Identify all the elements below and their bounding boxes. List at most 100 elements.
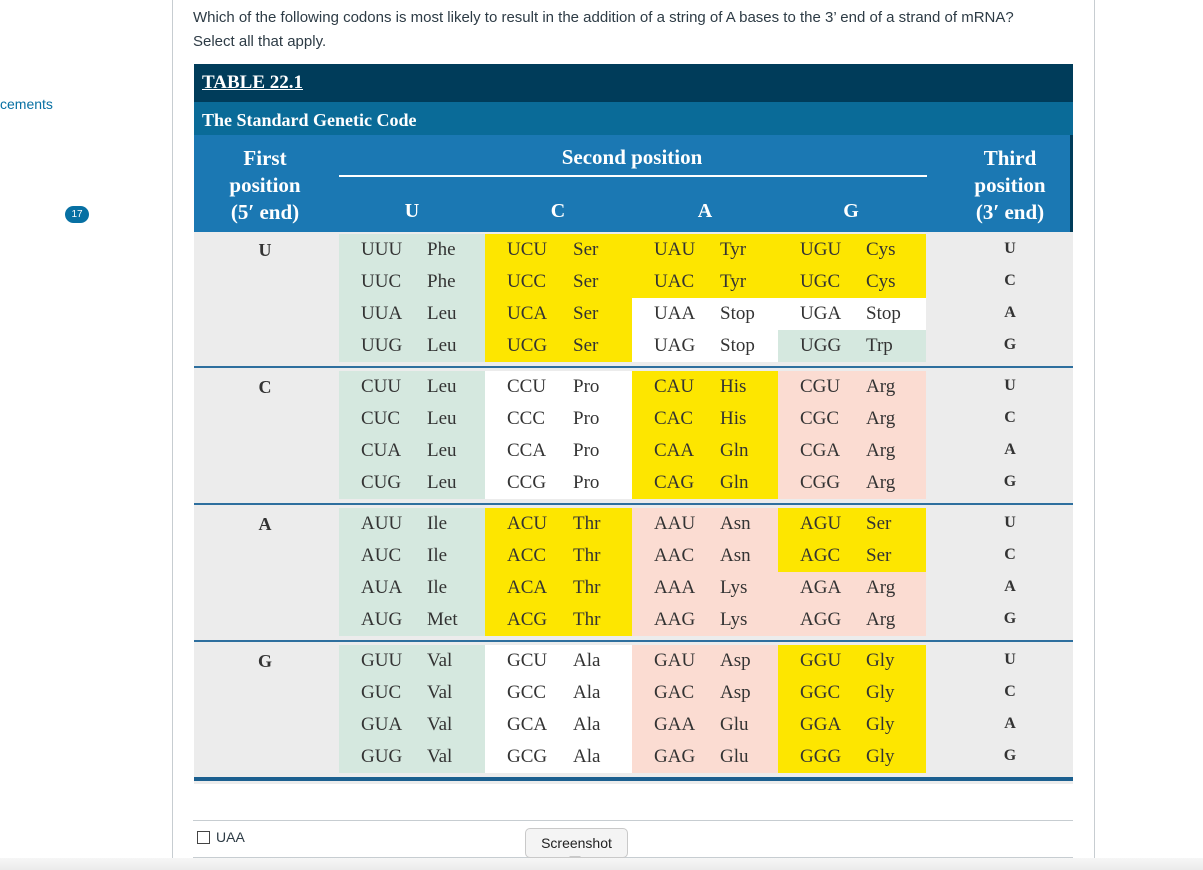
amino-acid: His bbox=[720, 408, 747, 429]
table-label-bar: TABLE 22.1 bbox=[194, 64, 1073, 102]
question-line-2: Select all that apply. bbox=[193, 33, 327, 50]
codon-entry: GUG Val bbox=[361, 746, 452, 768]
first-position-letter: U bbox=[258, 240, 272, 260]
amino-acid: Val bbox=[427, 714, 453, 735]
amino-acid: Stop bbox=[720, 335, 755, 356]
codon: ACC bbox=[507, 545, 547, 566]
codon: AGC bbox=[800, 545, 841, 566]
codon: AGG bbox=[800, 609, 842, 630]
codon: AUA bbox=[361, 577, 403, 598]
codon: GGG bbox=[800, 746, 842, 767]
codon: CUA bbox=[361, 440, 402, 461]
codon-entry: UGG Trp bbox=[800, 335, 893, 357]
answer-label: UAA bbox=[216, 829, 245, 845]
answer-option-uaa[interactable]: UAA bbox=[197, 829, 245, 845]
codon-entry: AAC Asn bbox=[654, 545, 751, 567]
amino-acid: Val bbox=[427, 650, 453, 671]
amino-acid: Leu bbox=[427, 303, 457, 324]
amino-acid: Thr bbox=[573, 609, 601, 630]
block-separator bbox=[194, 366, 1073, 368]
codon: ACU bbox=[507, 513, 548, 534]
codon: UAA bbox=[654, 303, 696, 324]
third-position-letter: A bbox=[1004, 441, 1016, 458]
second-col-c: C bbox=[550, 200, 566, 222]
codon-entry: GCC Ala bbox=[507, 682, 600, 704]
codon-entry: GCU Ala bbox=[507, 650, 600, 672]
codon: CCA bbox=[507, 440, 547, 461]
question-text: Which of the following codons is most li… bbox=[193, 6, 1083, 54]
codon-entry: GCG Ala bbox=[507, 746, 600, 768]
amino-acid: Gln bbox=[720, 440, 749, 461]
third-position-letter: U bbox=[1004, 651, 1016, 668]
header-right-edge bbox=[1070, 135, 1073, 232]
second-col-a: A bbox=[697, 200, 713, 222]
codon-entry: UAC Tyr bbox=[654, 271, 746, 293]
amino-acid: Leu bbox=[427, 440, 457, 461]
codon-cell-fill bbox=[778, 508, 926, 572]
nav-link-announcements[interactable]: cements bbox=[0, 96, 53, 112]
codon-entry: UCA Ser bbox=[507, 303, 598, 325]
bottom-shadow bbox=[0, 858, 1203, 870]
third-position-letter: C bbox=[1004, 683, 1016, 700]
codon-entry: UCC Ser bbox=[507, 271, 598, 293]
answer-checkbox[interactable] bbox=[197, 830, 210, 844]
codon: CCU bbox=[507, 376, 547, 397]
codon-entry: UUA Leu bbox=[361, 303, 457, 325]
codon-entry: AUC Ile bbox=[361, 545, 447, 567]
codon: UUC bbox=[361, 271, 402, 292]
amino-acid: Val bbox=[427, 682, 453, 703]
codon: GAA bbox=[654, 714, 696, 735]
notification-badge: 17 bbox=[65, 206, 89, 223]
amino-acid: Ser bbox=[866, 545, 892, 566]
codon: GUA bbox=[361, 714, 403, 735]
codon-entry: AAG Lys bbox=[654, 609, 747, 631]
amino-acid: Phe bbox=[427, 271, 456, 292]
amino-acid: Met bbox=[427, 609, 458, 630]
content-border-left bbox=[172, 0, 173, 870]
amino-acid: Arg bbox=[866, 408, 896, 429]
codon: UUG bbox=[361, 335, 403, 356]
amino-acid: Glu bbox=[720, 714, 749, 735]
amino-acid: Asn bbox=[720, 545, 751, 566]
amino-acid: Stop bbox=[720, 303, 755, 324]
codon: CGG bbox=[800, 472, 841, 493]
amino-acid: Ile bbox=[427, 513, 448, 534]
codon-entry: AUG Met bbox=[361, 609, 458, 631]
amino-acid: Lys bbox=[720, 609, 748, 630]
codon: AGU bbox=[800, 513, 842, 534]
codon-entry: CCC Pro bbox=[507, 408, 599, 430]
codon-entry: GGC Gly bbox=[800, 682, 895, 704]
amino-acid: His bbox=[720, 376, 747, 397]
codon-entry: CCA Pro bbox=[507, 440, 599, 462]
amino-acid: Gly bbox=[866, 650, 895, 671]
codon: UUA bbox=[361, 303, 403, 324]
codon-entry: GUU Val bbox=[361, 650, 452, 672]
third-position-letter: C bbox=[1004, 546, 1016, 563]
amino-acid: Ala bbox=[573, 682, 601, 703]
codon-entry: CUC Leu bbox=[361, 408, 457, 430]
codon: AAU bbox=[654, 513, 696, 534]
codon: UGC bbox=[800, 271, 841, 292]
amino-acid: Pro bbox=[573, 408, 600, 429]
codon-entry: GUA Val bbox=[361, 714, 452, 736]
amino-acid: Tyr bbox=[720, 271, 747, 292]
codon-cell-fill bbox=[632, 645, 778, 773]
codon-entry: UUU Phe bbox=[361, 239, 456, 261]
codon-entry: UCG Ser bbox=[507, 335, 598, 357]
codon-entry: UGU Cys bbox=[800, 239, 896, 261]
codon: UUU bbox=[361, 239, 403, 260]
codon: CUU bbox=[361, 376, 402, 397]
codon: CUC bbox=[361, 408, 401, 429]
amino-acid: Arg bbox=[866, 609, 896, 630]
codon-entry: CGA Arg bbox=[800, 440, 895, 462]
codon-block: C CUU Leu CUC Leu CUA Leu CUG Leu CCU Pro CCC Pro CCA… bbox=[194, 369, 1073, 503]
third-position-header: Third position (3′ end) bbox=[974, 146, 1046, 224]
codon-entry: AAU Asn bbox=[654, 513, 751, 535]
block-separator bbox=[194, 777, 1073, 781]
codon: UGA bbox=[800, 303, 842, 324]
codon: GUU bbox=[361, 650, 403, 671]
codon-block: G GUU Val GUC Val GUA Val GUG Val GCU Ala GCC Ala GCA… bbox=[194, 643, 1073, 777]
codon-entry: AUA Ile bbox=[361, 577, 447, 599]
codon-entry: AGC Ser bbox=[800, 545, 891, 567]
codon: UCA bbox=[507, 303, 548, 324]
